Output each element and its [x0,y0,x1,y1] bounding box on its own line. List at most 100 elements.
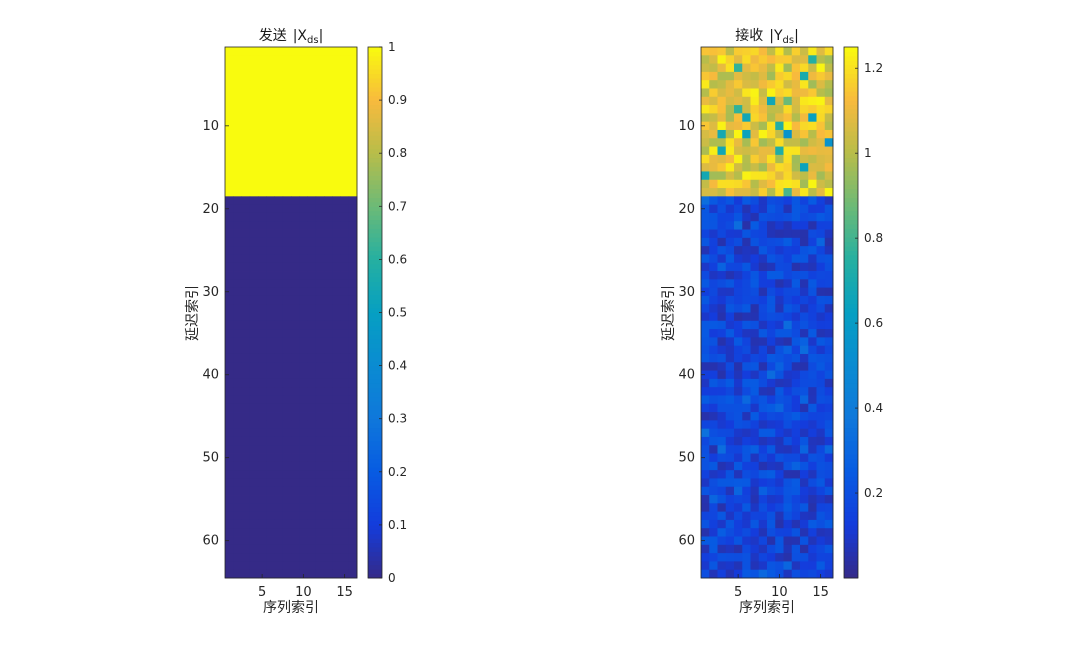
heatmap-cell [709,420,718,430]
heatmap-cell [725,171,735,181]
heatmap-cell [783,553,793,562]
heatmap-cell [348,63,358,73]
heatmap-cell [307,403,317,413]
heatmap-cell [824,163,834,172]
heatmap-cell [266,511,275,521]
heatmap-cell [824,536,834,546]
heatmap-cell [742,254,751,264]
right-title-sub: ds [783,35,795,46]
heatmap-cell [783,63,793,73]
heatmap-cell [742,412,751,421]
heatmap-cell [241,370,251,380]
heatmap-cell [258,129,267,139]
heatmap-cell [717,146,727,156]
heatmap-cell [791,403,801,413]
heatmap-cell [241,445,251,454]
heatmap-cell [249,212,259,222]
colorbar-segment [368,507,382,513]
heatmap-cell [291,519,300,529]
heatmap-cell [800,370,809,380]
heatmap-cell [808,204,817,214]
heatmap-cell [758,569,768,579]
heatmap-cell [315,370,325,380]
heatmap-cell [225,154,234,164]
heatmap-cell [816,362,826,371]
heatmap-cell [282,63,292,73]
heatmap-cell [307,196,317,206]
heatmap-cell [742,403,751,413]
colorbar-segment [368,122,382,128]
left-title-var: X [297,28,307,44]
heatmap-cell [725,47,735,56]
right-title-bar-open: | [769,28,774,44]
heatmap-cell [750,486,760,496]
x-tick-label: 15 [812,585,829,600]
heatmap-cell [249,129,259,139]
heatmap-cell [775,495,784,504]
heatmap-cell [758,221,768,230]
heatmap-cell [274,420,284,430]
heatmap-cell [307,279,317,289]
heatmap-cell [348,370,358,380]
heatmap-cell [808,511,817,521]
heatmap-cell [783,88,793,98]
heatmap-cell [324,553,333,562]
heatmap-cell [241,254,251,264]
heatmap-cell [742,88,751,98]
heatmap-cell [340,47,350,56]
heatmap-cell [282,569,292,579]
y-tick-label: 10 [202,119,219,134]
heatmap-cell [800,80,809,89]
colorbar-segment [368,254,382,260]
heatmap-cell [241,486,251,496]
heatmap-cell [274,478,284,488]
colorbar-segment [368,162,382,167]
heatmap-cell [742,295,751,305]
heatmap-cell [783,154,793,164]
heatmap-cell [767,486,776,496]
heatmap-cell [717,362,727,371]
heatmap-cell [816,113,826,123]
heatmap-cell [808,495,817,504]
heatmap-cell [315,445,325,454]
colorbar-segment [368,250,382,256]
heatmap-cell [775,163,784,172]
heatmap-cell [783,55,793,64]
heatmap-cell [324,71,333,81]
heatmap-cell [332,362,341,371]
heatmap-cell [767,345,776,355]
colorbar-segment [368,489,382,495]
heatmap-cell [775,279,784,289]
heatmap-cell [758,47,768,56]
heatmap-cell [324,113,333,123]
heatmap-cell [258,154,267,164]
heatmap-cell [241,179,251,189]
heatmap-cell [225,271,234,280]
heatmap-cell [307,561,317,571]
colorbar-segment [368,555,382,561]
heatmap-cell [717,188,727,197]
colorbar-segment [368,405,382,411]
heatmap-cell [291,146,300,156]
heatmap-cell [340,370,350,380]
heatmap-cell [324,88,333,98]
heatmap-cell [299,113,308,123]
heatmap-cell [282,453,292,463]
heatmap-cell [249,511,259,521]
heatmap-cell [767,470,776,479]
heatmap-cell [775,412,784,421]
heatmap-cell [282,378,292,388]
heatmap-cell [274,345,284,355]
heatmap-cell [800,519,809,529]
heatmap-cell [258,146,267,156]
heatmap-cell [734,320,743,330]
heatmap-cell [315,254,325,264]
heatmap-cell [767,320,776,330]
heatmap-cell [824,295,834,305]
heatmap-cell [775,561,784,571]
colorbar-segment [844,564,858,570]
heatmap-cell [291,179,300,189]
heatmap-cell [808,63,817,73]
colorbar-segment [844,250,858,256]
heatmap-cell [767,519,776,529]
